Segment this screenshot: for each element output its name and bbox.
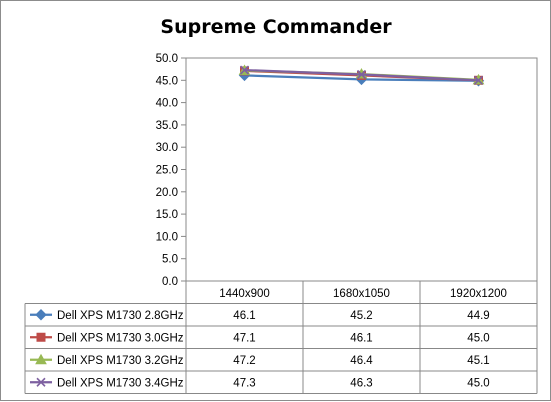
y-tick-label: 40.0 — [156, 98, 178, 110]
x-tick-label: 1440x900 — [219, 288, 270, 300]
legend-key-marker — [35, 309, 47, 321]
legend-key-marker — [36, 332, 46, 342]
marker-stroke — [473, 75, 484, 85]
data-label: 46.4 — [350, 355, 373, 367]
data-label: 47.2 — [233, 355, 255, 367]
marker-stroke — [239, 65, 250, 75]
data-label: 47.1 — [233, 332, 255, 344]
data-label: 45.1 — [467, 355, 489, 367]
y-tick-label: 50.0 — [156, 53, 178, 65]
data-label: 46.1 — [233, 310, 255, 322]
plot-area: 0.0 5.0 10.0 15.0 20.0 25.0 30.0 35.0 40.0 45.0 50… — [156, 53, 538, 288]
legend-label: Dell XPS M1730 3.0GHz — [57, 332, 184, 344]
y-tick-label: 35.0 — [156, 120, 178, 132]
legend-key-marker — [35, 353, 47, 365]
data-label: 44.9 — [467, 310, 489, 322]
data-label: 46.3 — [350, 377, 372, 389]
data-label: 45.2 — [350, 310, 372, 322]
y-tick-label: 30.0 — [156, 142, 178, 154]
series-4-point — [239, 65, 250, 75]
data-label: 46.1 — [350, 332, 372, 344]
data-label: 45.0 — [467, 377, 489, 389]
data-label: 47.3 — [233, 377, 255, 389]
y-tick-label: 25.0 — [156, 165, 178, 177]
x-tick-label: 1920x1200 — [450, 288, 507, 300]
y-tick-label: 45.0 — [156, 75, 178, 87]
y-tick-label: 10.0 — [156, 231, 178, 243]
y-tick-label: 20.0 — [156, 187, 178, 199]
y-tick-label: 15.0 — [156, 209, 178, 221]
series-4-point — [356, 69, 367, 80]
legend-label: Dell XPS M1730 3.2GHz — [57, 355, 184, 367]
y-tick-label: 0.0 — [162, 276, 178, 288]
x-tick-label: 1680x1050 — [333, 288, 390, 300]
series-4-point — [473, 75, 484, 85]
chart-title: Supreme Commander — [160, 16, 392, 38]
y-tick-label: 5.0 — [162, 254, 178, 266]
data-label: 45.0 — [467, 332, 489, 344]
legend-label: Dell XPS M1730 3.4GHz — [57, 377, 184, 389]
legend-key-marker — [36, 377, 46, 387]
plot-border — [185, 57, 538, 282]
data-table: 1440x900 1680x1050 1920x1200 Dell XPS M1730… — [24, 280, 538, 394]
legend-label: Dell XPS M1730 2.8GHz — [57, 310, 184, 322]
marker-stroke — [36, 377, 46, 387]
marker-stroke — [356, 69, 367, 80]
